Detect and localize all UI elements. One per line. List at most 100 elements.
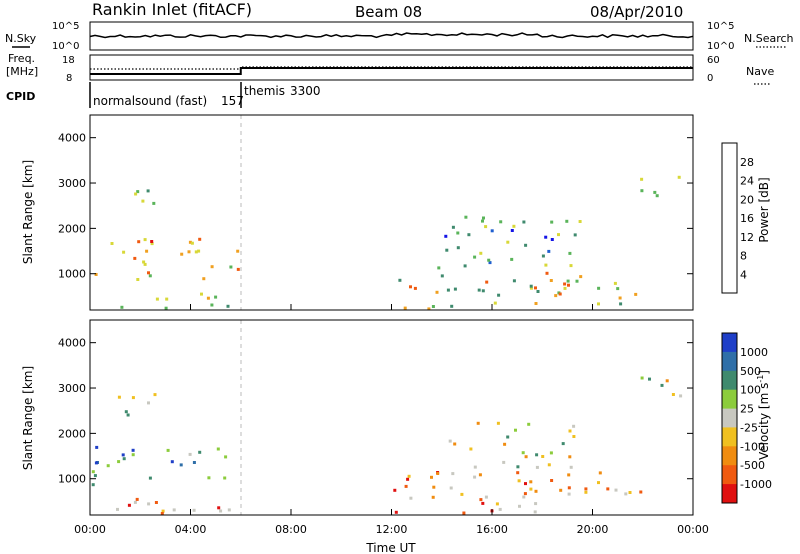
data-cell bbox=[597, 481, 600, 485]
data-cell bbox=[648, 377, 651, 381]
colorbar-swatch bbox=[722, 351, 737, 372]
data-cell bbox=[618, 296, 622, 300]
data-cell bbox=[160, 512, 164, 515]
data-cell bbox=[569, 465, 573, 469]
data-cell bbox=[533, 510, 537, 514]
colorbar-tick-label: 500 bbox=[740, 365, 761, 378]
data-cell bbox=[547, 249, 551, 253]
data-cell bbox=[227, 508, 231, 512]
data-cell bbox=[126, 413, 130, 417]
data-cell bbox=[506, 435, 510, 439]
data-cell bbox=[521, 451, 525, 455]
scatter-cluster bbox=[116, 497, 231, 515]
x-axis-label: Time UT bbox=[365, 541, 416, 554]
data-cell bbox=[578, 220, 582, 223]
data-cell bbox=[524, 455, 528, 459]
data-cell bbox=[535, 453, 539, 457]
y-tick-label: 3000 bbox=[58, 177, 86, 190]
data-cell bbox=[529, 487, 533, 491]
data-cell bbox=[192, 461, 196, 464]
nsearch-label: N.Search bbox=[744, 32, 794, 45]
data-cell bbox=[573, 233, 577, 237]
data-cell bbox=[91, 470, 95, 474]
data-cell bbox=[484, 225, 488, 229]
colorbar-swatch bbox=[722, 370, 737, 391]
scatter-cluster bbox=[91, 445, 228, 487]
data-cell bbox=[634, 292, 638, 296]
data-cell bbox=[409, 496, 413, 500]
cpid-seg1-id: 157 bbox=[221, 94, 244, 108]
data-cell bbox=[481, 219, 484, 223]
scatter-cluster bbox=[606, 487, 643, 496]
data-cell bbox=[584, 487, 588, 491]
data-cell bbox=[453, 442, 457, 446]
data-cell bbox=[120, 305, 124, 309]
data-cell bbox=[219, 509, 223, 513]
data-cell bbox=[545, 271, 549, 275]
data-cell bbox=[450, 304, 454, 308]
data-cell bbox=[143, 262, 147, 266]
data-cell bbox=[223, 476, 227, 480]
x-tick-label: 16:00 bbox=[476, 523, 508, 536]
cpid-seg2-id: 3300 bbox=[290, 84, 321, 98]
colorbar-tick-label: 25 bbox=[740, 403, 754, 416]
scatter-cluster bbox=[444, 215, 582, 268]
data-cell bbox=[154, 501, 158, 504]
data-cell bbox=[575, 279, 579, 283]
colorbar-swatch bbox=[722, 446, 737, 466]
data-cell bbox=[198, 450, 202, 454]
data-cell bbox=[514, 428, 517, 432]
colorbar-swatch bbox=[722, 427, 737, 447]
colorbar-frame bbox=[721, 142, 738, 294]
data-cell bbox=[572, 435, 576, 438]
data-cell bbox=[628, 491, 632, 494]
data-cell bbox=[206, 296, 210, 300]
data-cell bbox=[549, 279, 553, 282]
colorbar-tick-label: 1000 bbox=[740, 346, 768, 359]
data-cell bbox=[671, 393, 675, 396]
x-tick-label: 20:00 bbox=[577, 523, 609, 536]
data-cell bbox=[534, 502, 538, 506]
data-cell bbox=[210, 265, 214, 269]
data-cell bbox=[613, 281, 617, 285]
data-cell bbox=[147, 271, 150, 275]
data-cell bbox=[559, 488, 563, 492]
data-cell bbox=[665, 379, 669, 383]
data-cell bbox=[619, 302, 623, 306]
velocity-panel-frame bbox=[89, 319, 694, 516]
data-cell bbox=[479, 498, 483, 502]
data-cell bbox=[534, 286, 537, 290]
data-cell bbox=[202, 277, 206, 281]
scatter-cluster bbox=[640, 175, 681, 198]
data-cell bbox=[544, 263, 548, 267]
data-cell bbox=[510, 257, 514, 261]
data-cell bbox=[172, 508, 176, 512]
data-cell bbox=[639, 490, 643, 494]
data-cell bbox=[210, 303, 214, 307]
scatter-cluster bbox=[120, 292, 230, 310]
data-cell bbox=[558, 292, 562, 296]
data-cell bbox=[198, 237, 202, 241]
data-cell bbox=[197, 249, 201, 253]
y-tick-label: 1000 bbox=[58, 268, 86, 281]
data-cell bbox=[124, 410, 128, 414]
colorbar-tick-label: 8 bbox=[740, 250, 747, 263]
colorbar-tick-label: 20 bbox=[740, 193, 754, 206]
data-cell bbox=[148, 274, 152, 278]
data-cell bbox=[487, 258, 491, 262]
data-cell bbox=[437, 266, 441, 270]
freq-trace bbox=[90, 67, 693, 75]
data-cell bbox=[133, 256, 137, 260]
nsky-trace bbox=[89, 32, 694, 39]
colorbar-frame bbox=[721, 332, 738, 504]
data-cell bbox=[499, 220, 503, 224]
data-cell bbox=[170, 460, 174, 464]
data-cell bbox=[541, 254, 545, 258]
data-cell bbox=[597, 286, 601, 290]
data-cell bbox=[404, 484, 408, 488]
colorbar-tick-label: 100 bbox=[740, 384, 761, 397]
nsky-tick-bottom: 10^0 bbox=[52, 41, 79, 52]
data-cell bbox=[142, 260, 146, 264]
data-cell bbox=[503, 442, 507, 446]
